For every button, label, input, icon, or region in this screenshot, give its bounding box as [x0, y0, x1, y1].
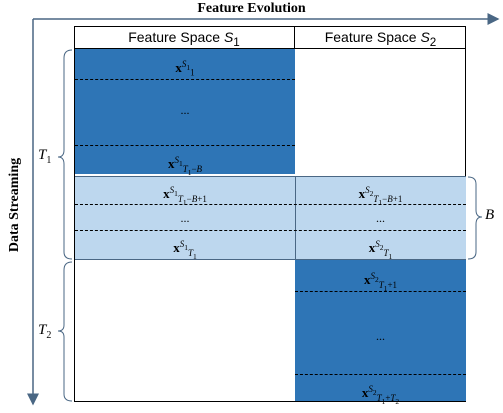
- s1-instance-t1-minus-b-plus-1: xS1T1−B+1: [163, 185, 207, 207]
- s2-instance-t1-plus-1: xS2T1+1: [363, 271, 398, 293]
- s2-ellipsis-bottom: ...: [376, 329, 385, 343]
- s2-instance-t1-plus-t2: xS2T1+T2: [361, 384, 400, 406]
- divider: [75, 230, 466, 231]
- s1-instance-first: xS11: [175, 59, 195, 78]
- s1-block-t1: [75, 49, 295, 174]
- overlap-band: [75, 176, 466, 260]
- divider: [295, 291, 466, 292]
- t1-label: T1: [38, 147, 52, 166]
- header-feature-space-2: Feature Space S2: [295, 26, 466, 49]
- t2-label: T2: [38, 322, 52, 341]
- s1-instance-t1-minus-b: xS1T1−B: [167, 155, 203, 177]
- s1-ellipsis-top: ...: [180, 103, 190, 117]
- feature-evolution-title: Feature Evolution: [197, 1, 306, 16]
- divider: [75, 79, 295, 80]
- header-feature-space-1: Feature Space S1: [74, 26, 295, 49]
- t1-brace: [57, 49, 73, 260]
- column-divider: [295, 176, 296, 260]
- s2-instance-t1: xS2T1: [368, 239, 393, 261]
- b-label: B: [485, 207, 495, 223]
- s2-ellipsis-overlap: ...: [376, 211, 385, 225]
- divider: [75, 204, 466, 205]
- divider: [75, 145, 295, 146]
- s1-instance-t1: xS1T1: [173, 239, 197, 261]
- divider: [295, 374, 466, 375]
- b-brace: [467, 176, 483, 260]
- s2-instance-t1-minus-b-plus-1: xS2T1−B+1: [358, 185, 403, 207]
- t2-brace: [57, 261, 73, 402]
- s1-ellipsis-overlap: ...: [180, 211, 190, 225]
- s2-block-t2: [295, 260, 466, 401]
